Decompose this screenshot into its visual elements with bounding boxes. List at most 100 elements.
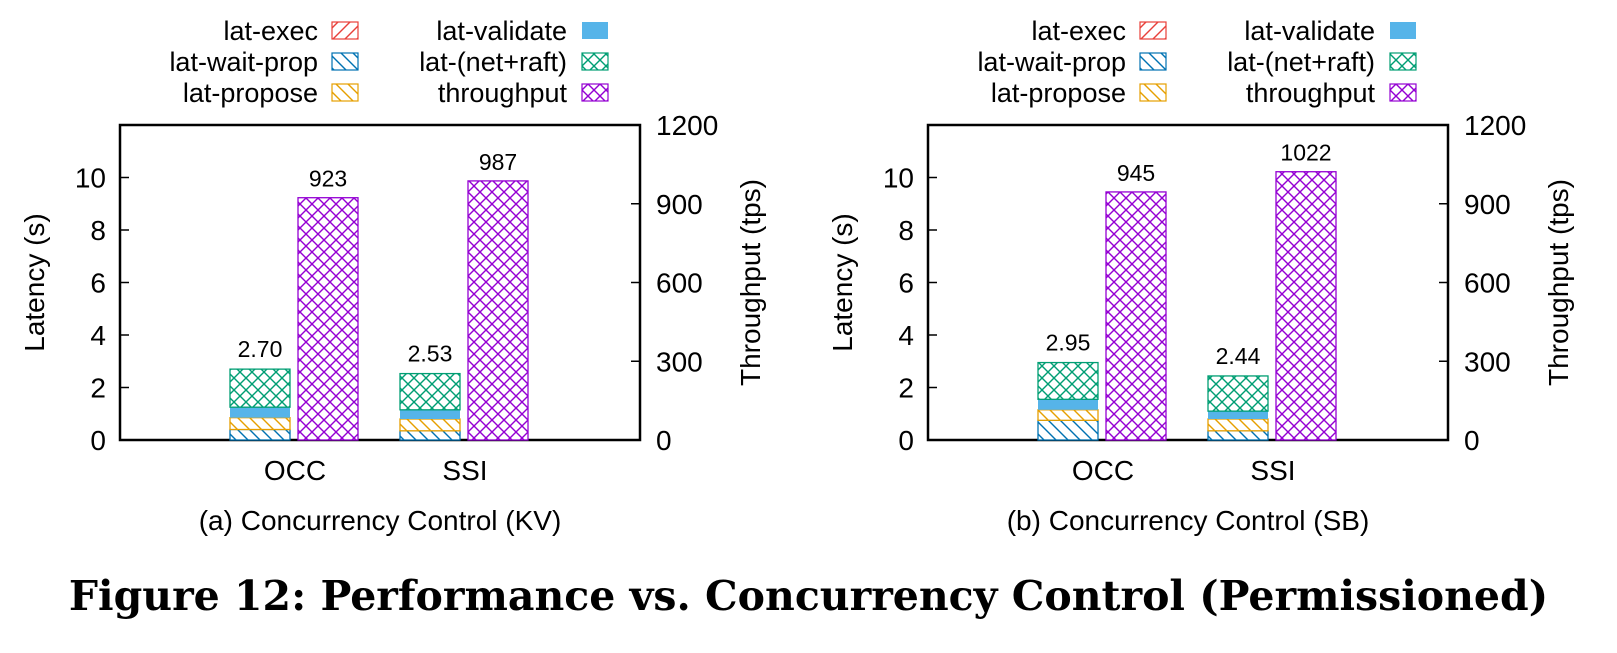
chart-panel-kv: lat-exec lat-wait-prop lat-propose lat-vali… [0, 0, 808, 560]
plot-frame [118, 123, 642, 442]
latency-total-label-ssi: 2.53 [408, 341, 453, 367]
legend-entry-lat-validate: lat-validate [436, 16, 608, 46]
latency-bar-lat-wait-prop-occ [1037, 419, 1099, 441]
latency-bar-lat-wait-prop-ssi [1207, 430, 1269, 441]
latency-bar-lat-propose-ssi [399, 418, 461, 432]
latency-bar-lat-net-raft-occ [229, 368, 291, 408]
legend-entry-lat-exec: lat-exec [223, 16, 359, 46]
latency-total-label-occ: 2.70 [238, 336, 283, 362]
throughput-bar-ssi [467, 180, 529, 441]
x-category-label: OCC [1072, 455, 1134, 486]
latency-bar-lat-propose-ssi [1207, 418, 1269, 432]
throughput-label-ssi: 1022 [1280, 140, 1331, 166]
legend-entry-lat-net-raft: lat-(net+raft) [1227, 47, 1417, 77]
y-tick-label: 4 [898, 320, 914, 351]
chart-panel-sb: lat-exec lat-wait-prop lat-propose lat-vali… [808, 0, 1616, 560]
legend-label: lat-validate [1244, 16, 1375, 46]
legend-entry-lat-propose: lat-propose [991, 78, 1167, 108]
legend-swatch [331, 83, 359, 102]
legend-swatch [582, 22, 608, 39]
throughput-bar-occ [297, 197, 359, 441]
y-axis-label: Latency (s) [19, 213, 50, 352]
legend-label: lat-validate [436, 16, 567, 46]
legend-label: lat-(net+raft) [1227, 47, 1375, 77]
latency-bar-lat-validate-ssi [1208, 411, 1268, 419]
y2-tick-label: 600 [1464, 268, 1511, 299]
legend-entry-lat-propose: lat-propose [183, 78, 359, 108]
y2-tick-label: 900 [656, 189, 703, 220]
y-tick-label: 4 [90, 320, 106, 351]
legend-swatch [1389, 52, 1417, 71]
y2-tick-label: 1200 [656, 110, 718, 141]
legend-entry-lat-validate: lat-validate [1244, 16, 1416, 46]
latency-bar-lat-validate-ssi [400, 409, 460, 419]
y-tick-label: 0 [90, 425, 106, 456]
latency-bar-lat-wait-prop-ssi [399, 430, 461, 441]
legend-entry-lat-wait-prop: lat-wait-prop [977, 47, 1167, 77]
y-tick-label: 6 [898, 268, 914, 299]
y2-tick-label: 300 [656, 346, 703, 377]
legend-label: lat-exec [223, 16, 318, 46]
latency-bar-lat-propose-occ [229, 417, 291, 431]
y-axis-label: Latency (s) [827, 213, 858, 352]
y2-axis-label: Throughput (tps) [1543, 179, 1574, 386]
legend-swatch [1139, 52, 1167, 71]
throughput-label-ssi: 987 [479, 149, 517, 175]
legend-swatch [1139, 83, 1167, 102]
y2-tick-label: 0 [1464, 425, 1480, 456]
throughput-label-occ: 945 [1117, 160, 1155, 186]
legend-label: throughput [438, 78, 568, 108]
legend-label: lat-wait-prop [169, 47, 318, 77]
legend-swatch [1389, 83, 1417, 102]
legend-label: lat-propose [991, 78, 1126, 108]
y2-tick-label: 300 [1464, 346, 1511, 377]
throughput-bar-occ [1105, 191, 1167, 441]
legend-label: lat-exec [1031, 16, 1126, 46]
x-category-label: SSI [1250, 455, 1295, 486]
latency-bar-lat-net-raft-ssi [1207, 375, 1269, 412]
throughput-label-occ: 923 [309, 166, 347, 192]
legend-label: lat-wait-prop [977, 47, 1126, 77]
latency-bar-lat-wait-prop-occ [229, 428, 291, 441]
latency-bar-lat-net-raft-occ [1037, 361, 1099, 400]
legend-entry-lat-net-raft: lat-(net+raft) [419, 47, 609, 77]
y-tick-label: 8 [898, 215, 914, 246]
plot-frame [926, 123, 1450, 442]
legend-swatch [331, 52, 359, 71]
subcaption: (a) Concurrency Control (KV) [199, 505, 562, 536]
y2-tick-label: 0 [656, 425, 672, 456]
legend-entry-throughput: throughput [438, 78, 609, 108]
y-tick-label: 2 [90, 373, 106, 404]
latency-total-label-occ: 2.95 [1046, 330, 1091, 356]
x-category-label: OCC [264, 455, 326, 486]
y-tick-label: 6 [90, 268, 106, 299]
y-tick-label: 2 [898, 373, 914, 404]
y-tick-label: 10 [75, 163, 106, 194]
legend-swatch [581, 83, 609, 102]
latency-bar-lat-net-raft-ssi [399, 372, 461, 411]
legend-label: lat-propose [183, 78, 318, 108]
x-category-label: SSI [442, 455, 487, 486]
legend-swatch [331, 21, 359, 40]
legend-entry-lat-exec: lat-exec [1031, 16, 1167, 46]
latency-bar-lat-propose-occ [1037, 409, 1099, 421]
legend-entry-lat-wait-prop: lat-wait-prop [169, 47, 359, 77]
subcaption: (b) Concurrency Control (SB) [1007, 505, 1370, 536]
y2-tick-label: 600 [656, 268, 703, 299]
latency-bar-lat-validate-occ [1038, 399, 1098, 410]
y-tick-label: 10 [883, 163, 914, 194]
throughput-bar-ssi [1275, 171, 1337, 441]
legend-swatch [581, 52, 609, 71]
figure-caption: Figure 12: Performance vs. Concurrency C… [68, 572, 1549, 620]
legend-label: throughput [1246, 78, 1376, 108]
latency-bar-lat-validate-occ [230, 407, 290, 418]
latency-total-label-ssi: 2.44 [1216, 343, 1261, 369]
y2-axis-label: Throughput (tps) [735, 179, 766, 386]
legend-entry-throughput: throughput [1246, 78, 1417, 108]
legend-label: lat-(net+raft) [419, 47, 567, 77]
y-tick-label: 8 [90, 215, 106, 246]
legend-swatch [1139, 21, 1167, 40]
y-tick-label: 0 [898, 425, 914, 456]
